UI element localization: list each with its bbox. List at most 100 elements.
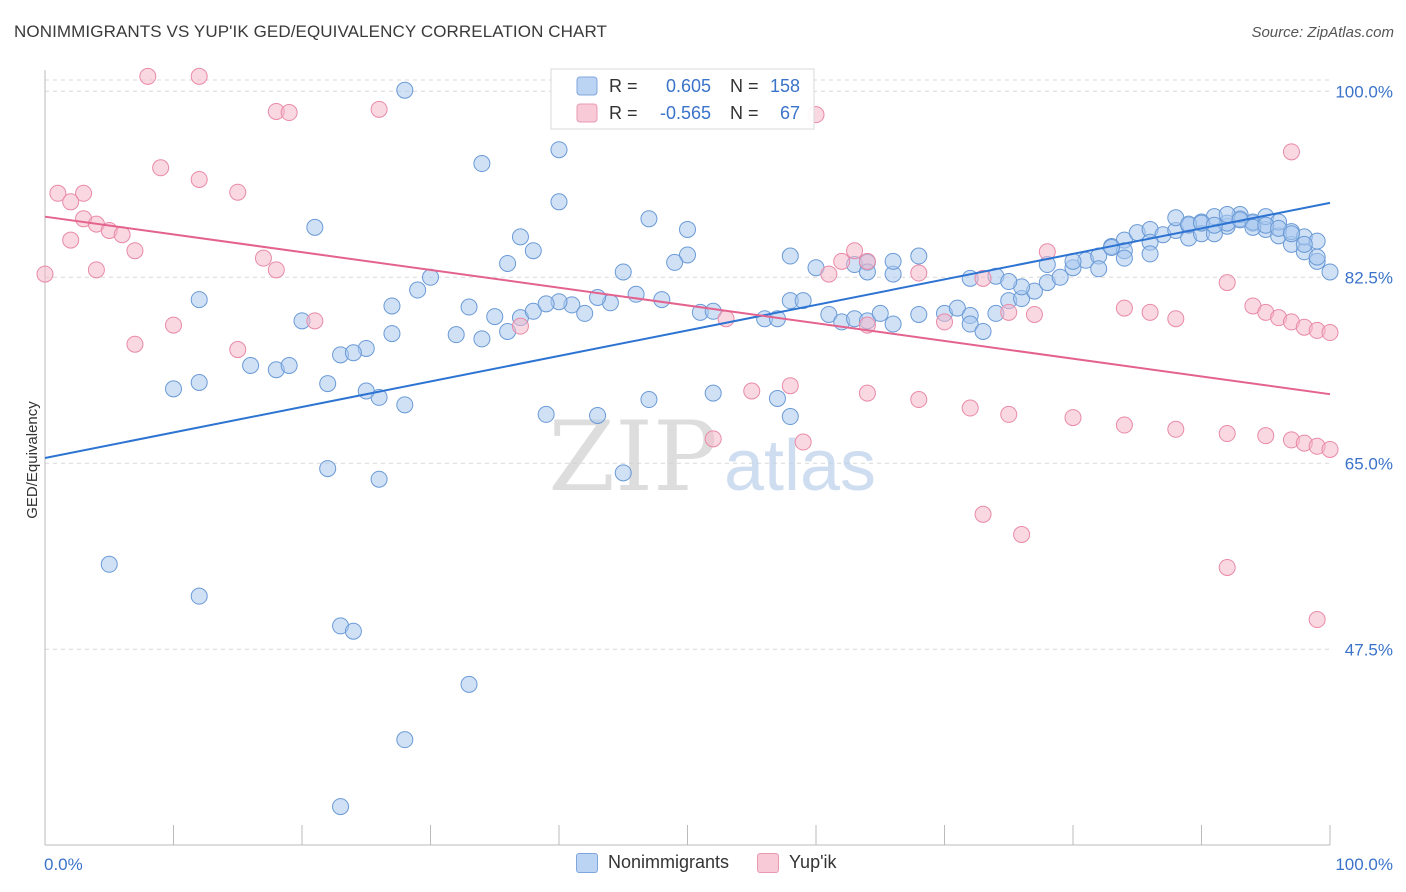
point-yupik <box>1000 405 1018 423</box>
point-yupik <box>62 193 80 211</box>
legend-swatch-yupik <box>757 852 780 873</box>
point-nonimmigrants <box>910 305 928 323</box>
point-yupik <box>910 264 928 282</box>
point-yupik <box>1308 611 1326 629</box>
point-yupik <box>794 433 812 451</box>
legend-label-yupik: Yup'ik <box>789 852 837 872</box>
point-yupik <box>36 265 54 283</box>
point-yupik <box>1141 303 1159 321</box>
point-nonimmigrants <box>1308 248 1326 266</box>
point-yupik <box>306 312 324 330</box>
point-nonimmigrants <box>1321 263 1339 281</box>
point-nonimmigrants <box>537 295 555 313</box>
point-nonimmigrants <box>473 330 491 348</box>
point-nonimmigrants <box>820 305 838 323</box>
point-yupik <box>1013 526 1031 544</box>
point-nonimmigrants <box>550 141 568 159</box>
point-yupik <box>1218 425 1236 443</box>
point-yupik <box>254 249 272 267</box>
point-nonimmigrants <box>884 315 902 333</box>
y-axis-label: GED/Equivalency <box>24 401 41 519</box>
point-nonimmigrants <box>190 587 208 605</box>
point-nonimmigrants <box>165 380 182 398</box>
point-nonimmigrants <box>781 247 799 265</box>
point-yupik <box>858 384 876 402</box>
point-yupik <box>229 341 247 359</box>
point-yupik <box>87 261 105 279</box>
point-nonimmigrants <box>794 292 812 310</box>
point-nonimmigrants <box>499 254 517 272</box>
point-nonimmigrants <box>190 374 208 392</box>
point-nonimmigrants <box>576 304 594 322</box>
point-yupik <box>833 252 851 270</box>
point-yupik <box>229 183 247 201</box>
point-nonimmigrants <box>242 356 260 374</box>
point-yupik <box>974 505 992 523</box>
point-nonimmigrants <box>344 344 362 362</box>
point-nonimmigrants <box>1000 273 1018 291</box>
point-nonimmigrants <box>974 322 992 340</box>
point-nonimmigrants <box>948 299 966 317</box>
point-yupik <box>704 430 722 448</box>
point-nonimmigrants <box>537 405 555 423</box>
point-yupik <box>165 316 182 334</box>
point-nonimmigrants <box>319 460 337 478</box>
point-nonimmigrants <box>679 246 696 264</box>
point-yupik <box>1025 305 1043 323</box>
point-nonimmigrants <box>768 389 786 407</box>
point-nonimmigrants <box>910 247 928 265</box>
point-yupik <box>75 184 93 202</box>
point-nonimmigrants <box>704 384 722 402</box>
point-nonimmigrants <box>704 302 722 320</box>
point-nonimmigrants <box>396 731 414 749</box>
trendline-yupik <box>44 215 1331 396</box>
point-nonimmigrants <box>884 252 902 270</box>
point-nonimmigrants <box>280 356 298 374</box>
y-tick-label: 100.0% <box>1335 82 1393 101</box>
point-yupik <box>858 252 876 270</box>
point-yupik <box>370 100 388 118</box>
point-yupik <box>139 67 157 85</box>
point-nonimmigrants <box>1051 268 1069 286</box>
point-nonimmigrants <box>614 263 632 281</box>
point-nonimmigrants <box>383 325 401 343</box>
x-tick-label: 0.0% <box>44 855 83 874</box>
point-nonimmigrants <box>486 308 504 326</box>
point-yupik <box>267 261 285 279</box>
point-nonimmigrants <box>100 555 118 573</box>
point-yupik <box>1321 440 1339 458</box>
point-yupik <box>820 265 838 283</box>
point-yupik <box>974 269 992 287</box>
point-yupik <box>280 104 298 122</box>
point-yupik <box>781 377 799 395</box>
point-nonimmigrants <box>1141 245 1159 263</box>
point-yupik <box>1064 409 1082 427</box>
stats-n-label: N = <box>730 103 759 123</box>
point-nonimmigrants <box>961 315 979 333</box>
point-nonimmigrants <box>871 304 889 322</box>
point-yupik <box>126 242 144 260</box>
point-yupik <box>1282 143 1300 161</box>
point-yupik <box>1115 416 1133 434</box>
point-nonimmigrants <box>396 81 414 99</box>
legend-item-nonimmigrants[interactable]: Nonimmigrants <box>576 852 729 873</box>
watermark-zip: ZIP <box>548 401 717 513</box>
point-nonimmigrants <box>511 228 529 246</box>
point-yupik <box>511 317 529 335</box>
stats-r-label: R = <box>609 76 638 96</box>
point-yupik <box>1321 324 1339 342</box>
legend-swatch-nonimmigrants <box>576 852 598 873</box>
point-yupik <box>113 226 131 244</box>
legend-item-yupik[interactable]: Yup'ik <box>757 852 837 873</box>
point-yupik <box>910 391 928 409</box>
point-yupik <box>190 67 208 85</box>
point-yupik <box>1218 558 1236 576</box>
point-nonimmigrants <box>524 242 542 260</box>
point-nonimmigrants <box>1295 235 1313 253</box>
point-nonimmigrants <box>1282 225 1300 243</box>
point-nonimmigrants <box>460 298 478 316</box>
point-nonimmigrants <box>473 155 491 173</box>
point-nonimmigrants <box>357 382 375 400</box>
stats-swatch-nonimmigrants <box>576 76 598 96</box>
